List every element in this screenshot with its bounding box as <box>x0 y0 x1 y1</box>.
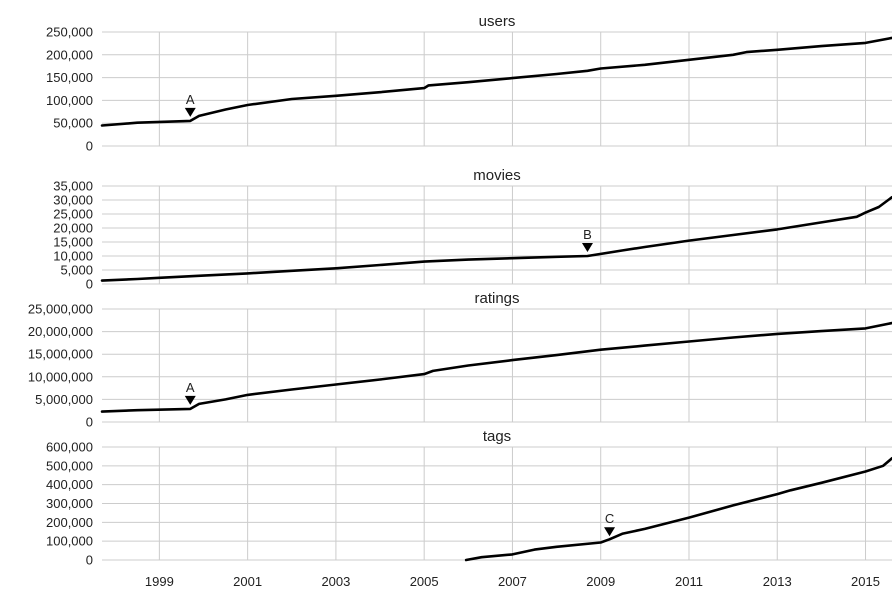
y-tick-label: 0 <box>86 277 93 292</box>
x-tick-label: 2005 <box>410 574 439 589</box>
y-tick-label: 25,000,000 <box>28 302 93 317</box>
y-tick-label: 500,000 <box>46 458 93 473</box>
panel-title: ratings <box>474 290 519 307</box>
y-tick-label: 0 <box>86 553 93 568</box>
y-tick-label: 25,000 <box>53 207 93 222</box>
x-tick-label: 2013 <box>763 574 792 589</box>
series-line <box>100 321 892 413</box>
annotation-label: A <box>186 92 195 107</box>
x-tick-label: 2011 <box>675 574 703 589</box>
annotation-label: B <box>583 227 592 242</box>
y-tick-label: 50,000 <box>53 116 93 131</box>
series-line <box>100 195 892 282</box>
x-tick-label: 2007 <box>498 574 527 589</box>
y-tick-label: 10,000,000 <box>28 369 93 384</box>
x-tick-label: 2003 <box>321 574 350 589</box>
y-tick-label: 30,000 <box>53 193 93 208</box>
x-tick-label: 1999 <box>145 574 174 589</box>
annotation-marker <box>184 395 196 405</box>
y-tick-label: 200,000 <box>46 47 93 62</box>
y-tick-label: 10,000 <box>53 249 93 264</box>
y-tick-label: 250,000 <box>46 25 93 40</box>
y-tick-label: 20,000 <box>53 221 93 236</box>
annotation-label: C <box>605 511 614 526</box>
series-line <box>100 36 892 127</box>
y-tick-label: 0 <box>86 139 93 154</box>
annotation-marker <box>184 107 196 117</box>
x-tick-label: 2015 <box>851 574 880 589</box>
y-tick-label: 5,000 <box>60 263 93 278</box>
y-tick-label: 400,000 <box>46 477 93 492</box>
panel-title: movies <box>473 167 521 184</box>
y-tick-label: 35,000 <box>53 179 93 194</box>
y-tick-label: 150,000 <box>46 70 93 85</box>
annotation-marker <box>581 243 593 252</box>
y-tick-label: 5,000,000 <box>35 392 93 407</box>
y-tick-label: 100,000 <box>46 93 93 108</box>
x-tick-label: 2001 <box>233 574 262 589</box>
panel-title: users <box>479 13 516 30</box>
annotation-label: A <box>186 380 195 395</box>
x-tick-label: 2009 <box>586 574 615 589</box>
y-tick-label: 20,000,000 <box>28 324 93 339</box>
annotation-marker <box>604 527 616 537</box>
series-line <box>464 456 892 562</box>
y-tick-label: 200,000 <box>46 515 93 530</box>
y-tick-label: 600,000 <box>46 440 93 455</box>
y-tick-label: 100,000 <box>46 534 93 549</box>
y-tick-label: 15,000,000 <box>28 347 93 362</box>
panel-title: tags <box>483 428 511 445</box>
y-tick-label: 0 <box>86 415 93 430</box>
y-tick-label: 300,000 <box>46 496 93 511</box>
y-tick-label: 15,000 <box>53 235 93 250</box>
